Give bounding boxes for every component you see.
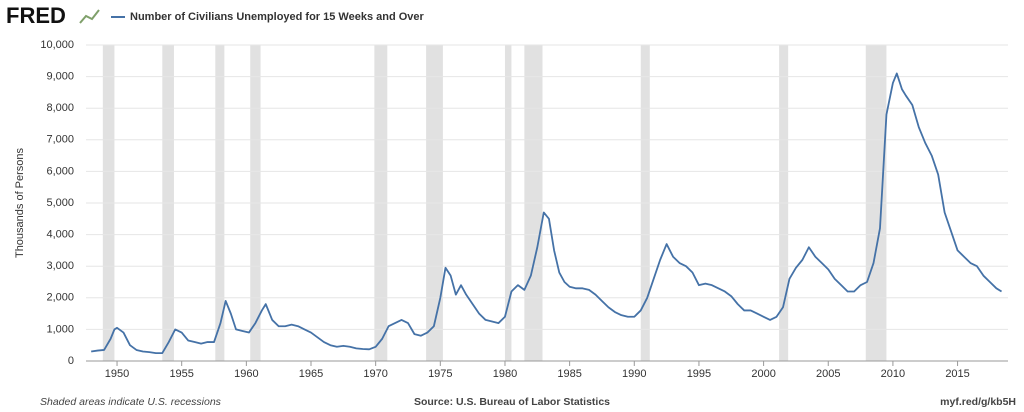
y-tick-label: 6,000 (46, 165, 74, 177)
x-tick-label: 2000 (751, 368, 775, 380)
x-tick-label: 1960 (234, 368, 258, 380)
x-tick-label: 1980 (493, 368, 517, 380)
x-tick-label: 1975 (428, 368, 452, 380)
y-tick-label: 0 (68, 355, 74, 367)
x-tick-label: 1950 (105, 368, 129, 380)
y-tick-label: 7,000 (46, 134, 74, 146)
footer-note: Shaded areas indicate U.S. recessions (40, 396, 222, 408)
y-tick-label: 5,000 (46, 197, 74, 209)
y-tick-label: 3,000 (46, 260, 74, 272)
y-tick-label: 10,000 (40, 39, 74, 51)
series-line (91, 72, 1003, 355)
x-tick-label: 1970 (363, 368, 387, 380)
y-tick-label: 8,000 (46, 102, 74, 114)
x-tick-label: 2010 (881, 368, 905, 380)
x-tick-label: 1955 (169, 368, 193, 380)
y-axis-label: Thousands of Persons (14, 147, 26, 258)
x-tick-label: 1985 (557, 368, 581, 380)
footer-source: Source: U.S. Bureau of Labor Statistics (414, 396, 610, 408)
y-tick-label: 2,000 (46, 292, 74, 304)
x-tick-label: 1990 (622, 368, 646, 380)
y-tick-label: 1,000 (46, 323, 74, 335)
footer-link: myf.red/g/kb5H (940, 396, 1016, 408)
x-tick-label: 1965 (299, 368, 323, 380)
x-tick-label: 2005 (816, 368, 840, 380)
x-tick-label: 1995 (687, 368, 711, 380)
logo-icon (79, 9, 100, 24)
chart-title: Number of Civilians Unemployed for 15 We… (130, 11, 425, 23)
x-tick-label: 2015 (945, 368, 969, 380)
y-tick-label: 9,000 (46, 71, 74, 83)
logo: FRED (6, 3, 66, 28)
y-tick-label: 4,000 (46, 229, 74, 241)
